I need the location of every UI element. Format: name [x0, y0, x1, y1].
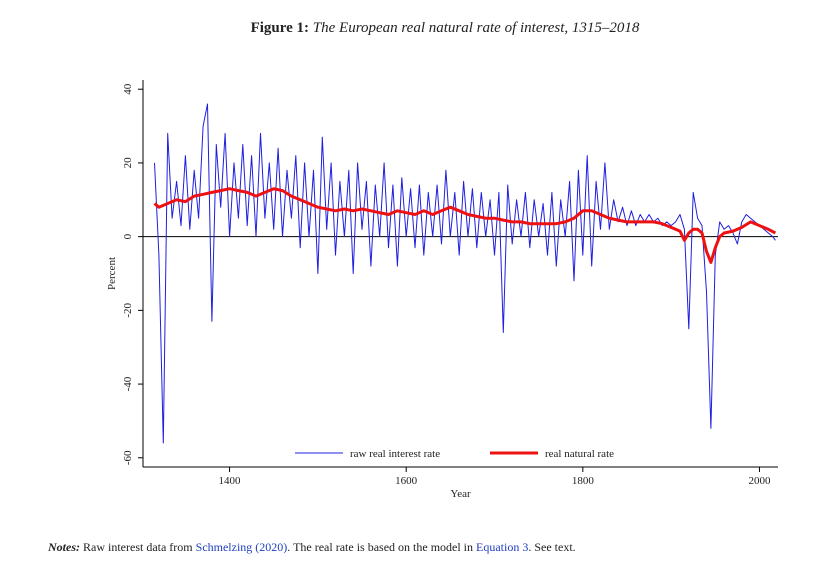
legend-label: real natural rate: [545, 448, 614, 460]
notes-text: Raw interest data from: [83, 540, 193, 554]
y-tick-label: 40: [122, 83, 134, 95]
y-tick-label: 0: [122, 233, 134, 239]
y-axis-label: Percent: [106, 257, 118, 290]
notes-text: . See text.: [528, 540, 575, 554]
x-tick-label: 1800: [572, 475, 595, 487]
figure-caption: The European real natural rate of intere…: [313, 20, 640, 36]
x-tick-label: 1600: [395, 475, 418, 487]
y-tick-label: -20: [122, 303, 134, 318]
x-tick-label: 1400: [219, 475, 242, 487]
plot: -60 -40 -20 0 20 40 1400 1600 1800 2000 Year Percen…: [106, 80, 778, 500]
notes-label: Notes:: [47, 540, 80, 554]
equation-link[interactable]: Equation 3: [476, 540, 528, 554]
x-tick-label: 2000: [748, 475, 771, 487]
y-tick-label: -40: [122, 376, 134, 391]
x-axis-label: Year: [450, 488, 471, 500]
legend-box: [290, 441, 640, 465]
figure-label: Figure 1:: [251, 20, 309, 36]
notes: Notes: Raw interest data from Schmelzing…: [47, 540, 576, 554]
legend-label: raw real interest rate: [350, 448, 440, 460]
citation-link[interactable]: Schmelzing (2020): [196, 540, 288, 554]
notes-text: . The real rate is based on the model in: [287, 540, 473, 554]
y-tick-label: -60: [122, 450, 134, 465]
series-line: [154, 103, 776, 444]
series-line: [153, 187, 777, 264]
y-tick-label: 20: [122, 157, 134, 169]
figure-title: Figure 1: The European real natural rate…: [251, 20, 640, 36]
